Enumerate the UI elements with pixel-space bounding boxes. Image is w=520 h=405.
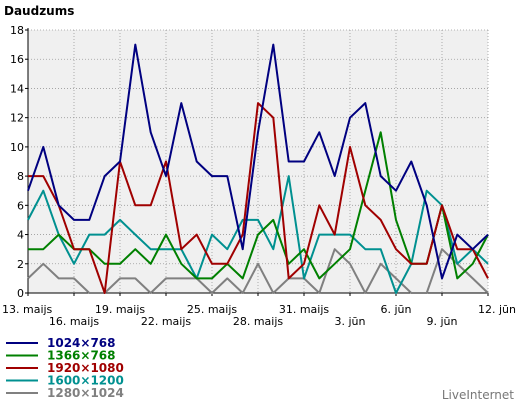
- y-tick-label: 12: [10, 112, 24, 125]
- x-tick-label: 16. maijs: [49, 315, 100, 328]
- y-tick-label: 8: [17, 170, 24, 183]
- y-tick-label: 14: [10, 82, 24, 95]
- x-tick-label: 12. jūn: [478, 303, 516, 316]
- y-tick-label: 16: [10, 53, 24, 66]
- x-tick-label: 22. maijs: [141, 315, 192, 328]
- y-tick-label: 4: [17, 229, 24, 242]
- y-tick-label: 18: [10, 24, 24, 37]
- series-line-1024×768: [27, 43, 489, 280]
- legend-label: 1366×768: [47, 349, 116, 363]
- x-tick-label: 31. maijs: [279, 303, 330, 316]
- x-tick-labels: 13. maijs 19. maijs 25. maijs 31. maijs 6. j…: [2, 303, 516, 328]
- y-tick-label: 0: [17, 287, 24, 300]
- legend-label: 1600×1200: [47, 374, 124, 388]
- y-tick-labels: 0 2 4 6 8 10 12 14 16 18: [10, 24, 24, 300]
- legend-label: 1024×768: [47, 336, 116, 350]
- x-tick-label: 13. maijs: [2, 303, 53, 316]
- legend: 1024×7681366×7681920×10801600×12001280×1…: [6, 336, 124, 400]
- x-tick-label: 25. maijs: [187, 303, 238, 316]
- x-tick-label: 28. maijs: [233, 315, 284, 328]
- y-tick-label: 6: [17, 199, 24, 212]
- y-tick-label: 2: [17, 258, 24, 271]
- chart-title: Daudzums: [4, 4, 74, 18]
- legend-label: 1920×1080: [47, 361, 124, 375]
- liveinternet-watermark: LiveInternet: [442, 388, 514, 402]
- x-tick-label: 9. jūn: [427, 315, 458, 328]
- series-lines: [27, 43, 489, 294]
- x-tick-label: 6. jūn: [381, 303, 412, 316]
- x-tick-label: 19. maijs: [95, 303, 146, 316]
- legend-label: 1280×1024: [47, 386, 124, 400]
- y-tick-label: 10: [10, 141, 24, 154]
- x-tick-label: 3. jūn: [335, 315, 366, 328]
- series-line-1920×1080: [28, 102, 489, 294]
